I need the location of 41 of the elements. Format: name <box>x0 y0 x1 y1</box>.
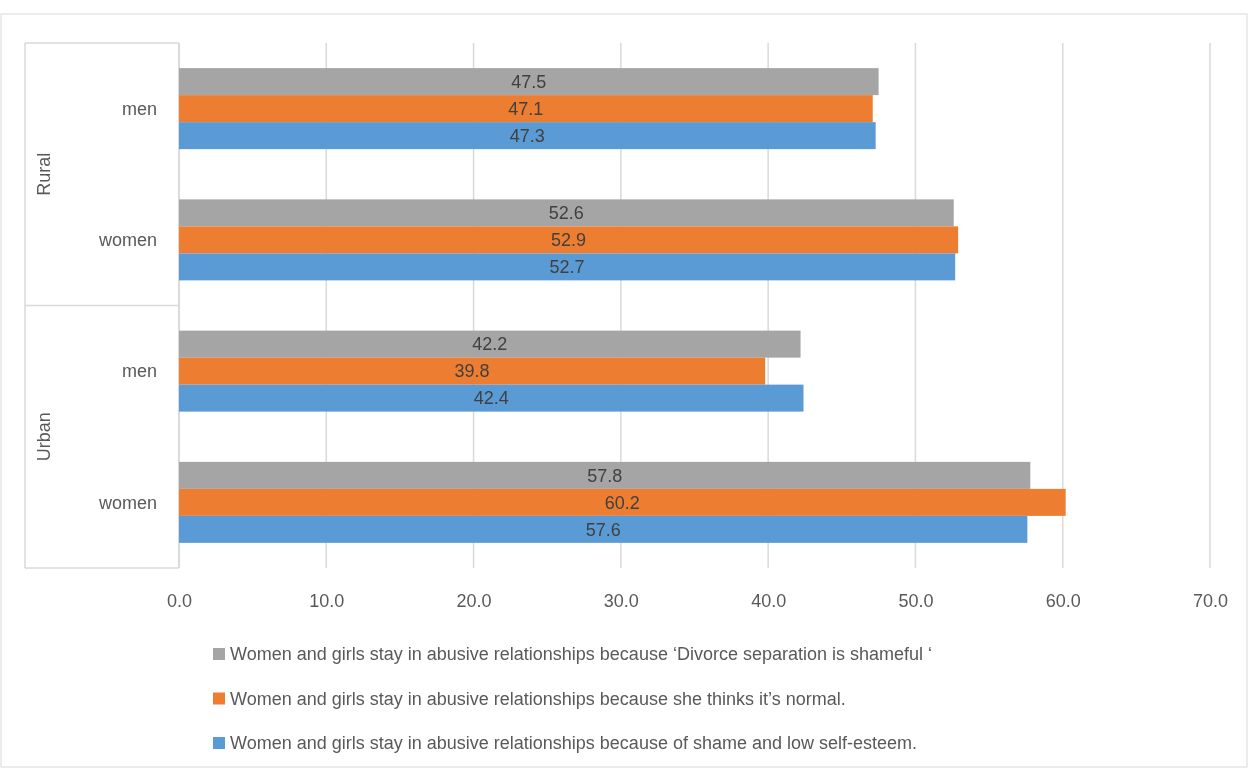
y-tick-label: men <box>121 98 157 119</box>
x-tick-label: 40.0 <box>751 590 787 611</box>
bar <box>179 122 876 150</box>
y-tick-label: women <box>97 230 157 251</box>
bar <box>179 515 1028 543</box>
bar <box>179 226 959 254</box>
data-label: 60.2 <box>604 492 640 513</box>
bar <box>179 488 1066 516</box>
bar <box>179 68 879 96</box>
data-label: 47.3 <box>509 125 545 146</box>
data-label: 42.4 <box>473 388 509 409</box>
bar <box>179 253 956 281</box>
bar <box>179 384 804 412</box>
data-label: 57.8 <box>587 465 623 486</box>
data-label: 52.6 <box>548 203 584 224</box>
x-tick-label: 10.0 <box>309 590 345 611</box>
x-tick-label: 0.0 <box>166 590 193 611</box>
x-tick-label: 60.0 <box>1045 590 1081 611</box>
data-label: 47.5 <box>511 71 547 92</box>
text: Urban <box>34 412 54 462</box>
legend-label: Women and girls stay in abusive relationships because she thinks it’s normal. <box>230 688 846 709</box>
bar <box>179 199 954 227</box>
bar <box>179 330 801 358</box>
y-tick-label: women <box>97 492 157 513</box>
bar <box>179 357 766 385</box>
bar <box>179 461 1031 489</box>
y-tick-label: men <box>121 361 157 382</box>
data-label: 39.8 <box>454 361 490 382</box>
legend-label: Women and girls stay in abusive relationships because of shame and low self-esteem. <box>230 733 918 754</box>
legend-label: Women and girls stay in abusive relationships because ‘Divorce separation is shameful ‘ <box>230 644 933 665</box>
text: Rural <box>34 152 54 196</box>
data-label: 42.2 <box>472 334 508 355</box>
x-tick-label: 50.0 <box>898 590 934 611</box>
bar <box>179 95 873 123</box>
data-label: 52.7 <box>549 257 585 278</box>
data-label: 57.6 <box>585 519 621 540</box>
x-tick-label: 30.0 <box>603 590 639 611</box>
x-tick-label: 20.0 <box>456 590 492 611</box>
data-label: 52.9 <box>551 230 587 251</box>
data-label: 47.1 <box>508 98 544 119</box>
x-tick-label: 70.0 <box>1192 590 1229 611</box>
